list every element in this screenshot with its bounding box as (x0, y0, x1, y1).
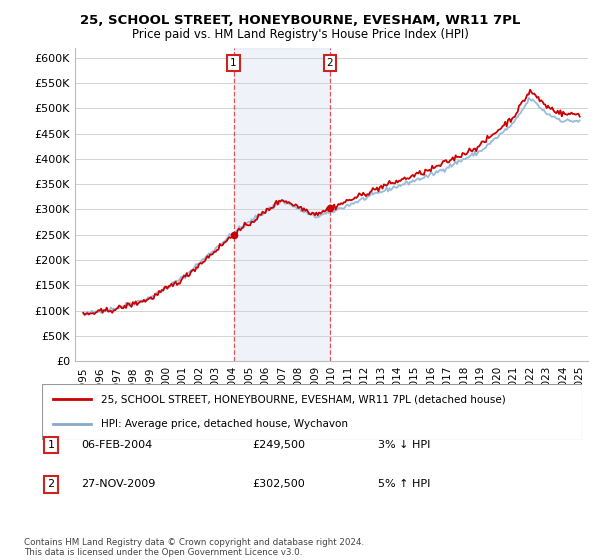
Text: HPI: Average price, detached house, Wychavon: HPI: Average price, detached house, Wych… (101, 419, 349, 429)
Text: 1: 1 (47, 440, 55, 450)
Text: 2: 2 (47, 479, 55, 489)
Text: Contains HM Land Registry data © Crown copyright and database right 2024.
This d: Contains HM Land Registry data © Crown c… (24, 538, 364, 557)
Text: 1: 1 (230, 58, 237, 68)
Bar (233, 48, 330, 361)
Text: 3% ↓ HPI: 3% ↓ HPI (378, 440, 430, 450)
Text: Price paid vs. HM Land Registry's House Price Index (HPI): Price paid vs. HM Land Registry's House … (131, 28, 469, 41)
FancyBboxPatch shape (42, 384, 582, 440)
Text: £249,500: £249,500 (252, 440, 305, 450)
Text: 25, SCHOOL STREET, HONEYBOURNE, EVESHAM, WR11 7PL: 25, SCHOOL STREET, HONEYBOURNE, EVESHAM,… (80, 14, 520, 27)
Text: £302,500: £302,500 (252, 479, 305, 489)
Text: 5% ↑ HPI: 5% ↑ HPI (378, 479, 430, 489)
Text: 06-FEB-2004: 06-FEB-2004 (81, 440, 152, 450)
Text: 25, SCHOOL STREET, HONEYBOURNE, EVESHAM, WR11 7PL (detached house): 25, SCHOOL STREET, HONEYBOURNE, EVESHAM,… (101, 394, 506, 404)
Text: 27-NOV-2009: 27-NOV-2009 (81, 479, 155, 489)
Text: 2: 2 (326, 58, 333, 68)
